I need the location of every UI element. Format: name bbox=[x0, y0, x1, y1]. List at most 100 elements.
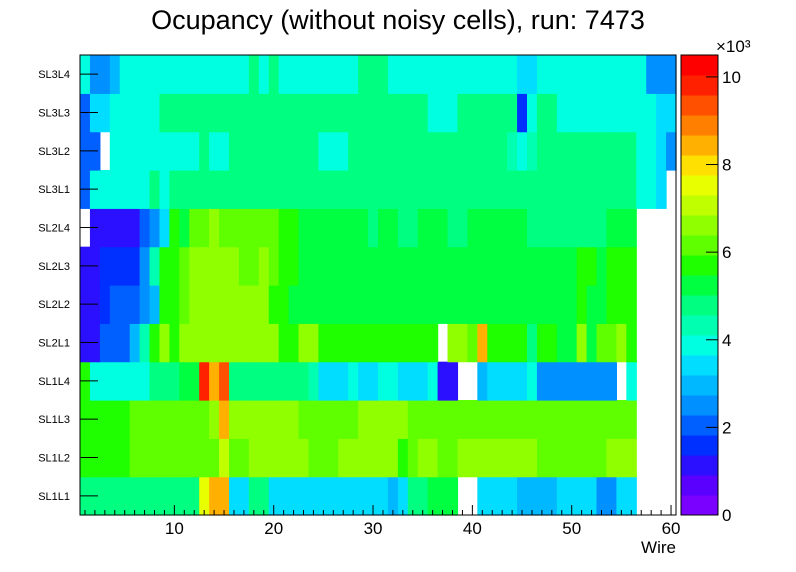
x-tick-label: 20 bbox=[264, 519, 283, 538]
heatmap-cell bbox=[527, 476, 538, 516]
row-label: SL1L1 bbox=[38, 491, 70, 503]
heatmap-cell bbox=[159, 131, 170, 171]
heatmap-cell bbox=[616, 285, 627, 324]
heatmap-cell bbox=[536, 285, 548, 324]
heatmap-cell bbox=[387, 93, 399, 133]
heatmap-cell bbox=[199, 361, 210, 401]
heatmap-cell bbox=[358, 400, 369, 439]
heatmap-cell bbox=[457, 323, 468, 363]
heatmap-cell bbox=[209, 438, 220, 478]
heatmap-cell bbox=[308, 285, 319, 324]
heatmap-cell bbox=[179, 361, 190, 401]
heatmap-cell bbox=[616, 476, 627, 516]
heatmap-cell bbox=[457, 93, 468, 133]
heatmap-cell bbox=[348, 208, 359, 248]
heatmap-cell bbox=[447, 476, 459, 516]
heatmap-cell bbox=[159, 476, 170, 516]
heatmap-cell bbox=[556, 170, 568, 209]
heatmap-cell bbox=[467, 170, 478, 209]
heatmap-cell bbox=[248, 131, 260, 171]
heatmap-cell bbox=[358, 246, 369, 286]
heatmap-cell bbox=[358, 170, 369, 209]
x-axis: 10 20 30 40 50 60 bbox=[84, 505, 680, 538]
heatmap-cell bbox=[417, 170, 429, 209]
heatmap-cell bbox=[536, 323, 548, 363]
heatmap-cell bbox=[169, 170, 180, 209]
heatmap-cell bbox=[517, 131, 528, 171]
heatmap-cell bbox=[387, 361, 399, 401]
heatmap-cell bbox=[527, 131, 538, 171]
heatmap-cell bbox=[358, 208, 369, 248]
heatmap-cell bbox=[209, 55, 220, 94]
heatmap-cell bbox=[109, 208, 121, 248]
heatmap-cell bbox=[407, 438, 419, 478]
heatmap-cell bbox=[119, 170, 131, 209]
heatmap-cell bbox=[318, 55, 329, 94]
colorbar-segment bbox=[681, 95, 718, 116]
heatmap-cell bbox=[179, 246, 190, 286]
heatmap-cell bbox=[576, 93, 588, 133]
heatmap-cell bbox=[536, 170, 548, 209]
heatmap-cell bbox=[99, 246, 111, 286]
heatmap-cell bbox=[437, 438, 449, 478]
heatmap-cell bbox=[278, 208, 290, 248]
heatmap-cell bbox=[139, 285, 151, 324]
colorbar-segment bbox=[681, 175, 718, 196]
heatmap-cell bbox=[189, 93, 200, 133]
heatmap-cell bbox=[229, 361, 240, 401]
heatmap-cell bbox=[387, 400, 399, 439]
heatmap-cell bbox=[378, 170, 389, 209]
heatmap-cell bbox=[546, 246, 558, 286]
heatmap-cell bbox=[348, 285, 359, 324]
heatmap-cell bbox=[606, 476, 617, 516]
heatmap-cell bbox=[397, 285, 409, 324]
heatmap-cell bbox=[358, 476, 369, 516]
heatmap-cell bbox=[358, 323, 369, 363]
heatmap-cell bbox=[199, 476, 210, 516]
heatmap-cell bbox=[219, 361, 230, 401]
heatmap-cell bbox=[109, 131, 121, 171]
heatmap-cell bbox=[229, 476, 240, 516]
x-tick-label: 40 bbox=[463, 519, 482, 538]
heatmap-cell bbox=[278, 131, 290, 171]
heatmap-cell bbox=[576, 476, 588, 516]
heatmap-cell bbox=[179, 170, 190, 209]
heatmap-cell bbox=[189, 208, 200, 248]
heatmap-cell bbox=[616, 55, 627, 94]
heatmap-cell bbox=[268, 246, 280, 286]
heatmap-cell bbox=[189, 246, 200, 286]
heatmap-cell bbox=[189, 285, 200, 324]
heatmap-cell bbox=[596, 285, 608, 324]
heatmap-cell bbox=[99, 170, 111, 209]
heatmap-cell bbox=[378, 246, 389, 286]
heatmap-cell bbox=[268, 361, 280, 401]
heatmap-cell bbox=[328, 55, 339, 94]
heatmap-cell bbox=[616, 438, 627, 478]
heatmap-cell bbox=[596, 208, 608, 248]
heatmap-cell bbox=[407, 131, 419, 171]
heatmap-cell bbox=[477, 476, 488, 516]
heatmap-cell bbox=[556, 323, 568, 363]
heatmap-cell bbox=[368, 476, 379, 516]
heatmap-cell bbox=[209, 208, 220, 248]
heatmap-cell bbox=[556, 476, 568, 516]
heatmap-cell bbox=[517, 438, 528, 478]
heatmap-cell bbox=[348, 131, 359, 171]
heatmap-cell bbox=[358, 131, 369, 171]
heatmap-cell bbox=[606, 93, 617, 133]
heatmap-cell bbox=[229, 246, 240, 286]
heatmap-cell bbox=[209, 246, 220, 286]
heatmap-cell bbox=[467, 285, 478, 324]
heatmap-cell bbox=[427, 131, 439, 171]
heatmap-cell bbox=[238, 400, 250, 439]
heatmap-cell bbox=[407, 361, 419, 401]
heatmap-cell bbox=[497, 361, 508, 401]
heatmap-cell bbox=[328, 285, 339, 324]
heatmap-cell bbox=[467, 246, 478, 286]
heatmap-cell bbox=[576, 170, 588, 209]
heatmap-cell bbox=[507, 476, 518, 516]
heatmap-cell bbox=[159, 400, 170, 439]
heatmap-cell bbox=[129, 438, 141, 478]
heatmap-cell bbox=[646, 131, 657, 171]
heatmap-cell bbox=[487, 361, 498, 401]
